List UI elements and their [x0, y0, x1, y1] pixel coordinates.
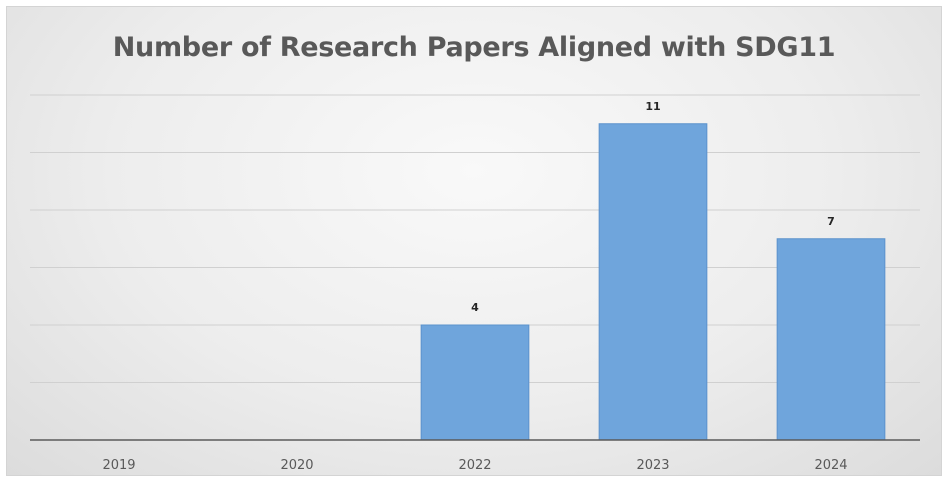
- chart-title: Number of Research Papers Aligned with S…: [112, 32, 836, 63]
- bar-2022: [420, 324, 530, 441]
- bar-2024: [776, 238, 886, 441]
- x-tick-label: 2020: [280, 458, 313, 473]
- bar-2023: [598, 123, 708, 441]
- x-tick-label: 2022: [458, 458, 491, 473]
- data-label-2023: 11: [645, 100, 660, 113]
- x-tick-label: 2024: [814, 458, 847, 473]
- data-label-2022: 4: [471, 301, 479, 314]
- data-label-2024: 7: [827, 215, 835, 228]
- x-tick-label: 2019: [102, 458, 135, 473]
- x-tick-label: 2023: [636, 458, 669, 473]
